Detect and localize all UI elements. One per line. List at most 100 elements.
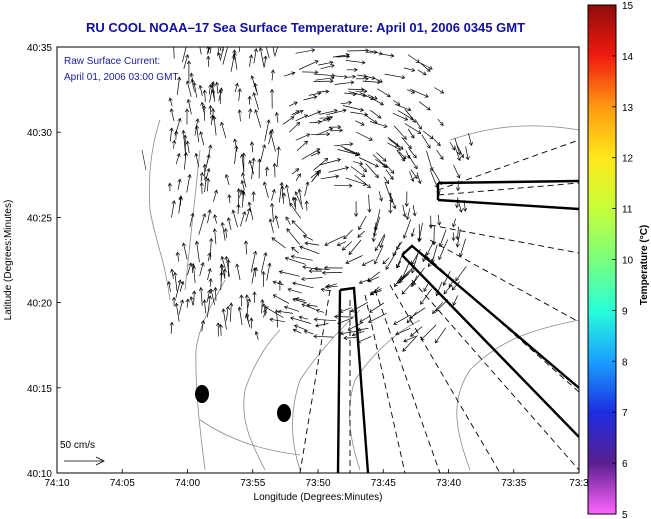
current-vector-head: [247, 95, 252, 100]
current-vector: [222, 47, 225, 51]
current-vector: [204, 90, 206, 103]
current-vector: [279, 271, 300, 277]
current-vector: [355, 120, 365, 126]
current-vector-head: [456, 174, 461, 179]
current-vector: [303, 235, 314, 241]
current-vector: [369, 302, 385, 313]
current-vector-head: [369, 291, 374, 296]
current-vector-head: [208, 105, 213, 109]
current-vector-head: [320, 287, 325, 292]
current-vector-head: [214, 81, 220, 86]
current-vector: [307, 111, 321, 118]
current-vector-head: [251, 191, 256, 196]
current-vector-head: [240, 179, 245, 185]
current-vector: [246, 294, 249, 314]
current-vector-head: [402, 234, 407, 239]
current-vector: [420, 324, 437, 341]
current-vector-head: [396, 101, 401, 106]
current-vector-head: [290, 254, 295, 259]
current-vector-head: [261, 271, 266, 275]
current-vector: [177, 179, 181, 190]
current-vector-head: [304, 241, 309, 246]
current-vector-head: [382, 260, 387, 265]
current-vector: [207, 209, 211, 224]
current-vector-head: [443, 290, 448, 295]
coverage-radial: [437, 182, 579, 196]
x-tick-label: 74:00: [175, 478, 200, 489]
y-tick-label: 40:10: [27, 469, 52, 480]
current-vector: [410, 326, 423, 337]
current-vector-head: [242, 211, 247, 216]
current-vector-head: [258, 47, 263, 52]
current-vector: [171, 269, 174, 279]
y-tick-label: 40:30: [27, 128, 52, 139]
x-axis-label: Longitude (Degrees:Minutes): [254, 492, 383, 503]
current-vector: [310, 171, 319, 179]
current-vector: [383, 176, 389, 184]
current-vector: [221, 222, 226, 241]
current-vector-head: [272, 294, 277, 299]
current-vector-head: [435, 339, 439, 344]
current-vector: [320, 175, 339, 180]
current-vector: [443, 271, 451, 286]
current-vector: [322, 116, 333, 121]
current-vector: [396, 149, 405, 162]
current-vector-head: [179, 299, 185, 304]
current-vector: [175, 303, 180, 322]
coverage-radial: [411, 279, 579, 471]
current-vector: [179, 197, 182, 206]
current-vector: [295, 114, 308, 122]
current-vector-head: [342, 108, 347, 113]
current-vector-head: [272, 280, 277, 285]
current-vector-head: [341, 246, 346, 251]
current-vector-head: [208, 144, 213, 149]
current-vector: [220, 47, 224, 60]
current-vector-head: [429, 135, 434, 140]
current-vector-head: [206, 47, 211, 50]
current-vector: [204, 299, 206, 314]
coverage-radial: [299, 289, 331, 473]
current-vector-head: [401, 275, 406, 280]
current-vector-head: [169, 108, 174, 113]
current-vector-head: [360, 121, 365, 126]
current-vector-head: [274, 215, 279, 220]
current-vector-head: [269, 128, 274, 133]
current-vector: [234, 52, 238, 70]
current-vector: [187, 262, 192, 276]
current-vector: [248, 96, 251, 105]
current-vector: [364, 114, 378, 124]
current-vector-head: [270, 69, 275, 74]
current-vector-head: [254, 330, 259, 336]
current-vector-head: [424, 93, 429, 98]
current-vector: [337, 241, 347, 246]
current-vector: [454, 145, 461, 161]
current-vector-head: [326, 131, 331, 137]
current-vector-head: [262, 309, 267, 314]
current-vector-head: [229, 302, 234, 307]
current-vector: [283, 72, 295, 77]
current-vector-head: [277, 280, 283, 285]
current-vector-head: [263, 55, 268, 60]
current-vector: [183, 54, 189, 69]
x-tick-label: 74:05: [110, 478, 135, 489]
current-vector-head: [451, 237, 456, 242]
current-vector: [286, 228, 300, 245]
current-vector-head: [200, 320, 206, 325]
current-vector-head: [270, 35, 274, 38]
current-vector-head: [296, 121, 301, 126]
current-vector-head: [243, 240, 249, 245]
current-vector-head: [409, 314, 414, 319]
current-vector: [176, 77, 180, 95]
current-vector-head: [253, 82, 258, 87]
current-vector: [276, 112, 279, 123]
colorbar-tick-label: 7: [622, 408, 628, 419]
current-vector: [384, 182, 393, 203]
current-vector: [291, 168, 299, 175]
current-vector: [396, 241, 403, 250]
current-vector-head: [301, 303, 306, 308]
current-vector: [302, 266, 322, 271]
current-vector: [207, 47, 210, 54]
contour-line: [243, 329, 281, 471]
current-vector-head: [209, 237, 214, 242]
current-vector: [403, 67, 415, 72]
